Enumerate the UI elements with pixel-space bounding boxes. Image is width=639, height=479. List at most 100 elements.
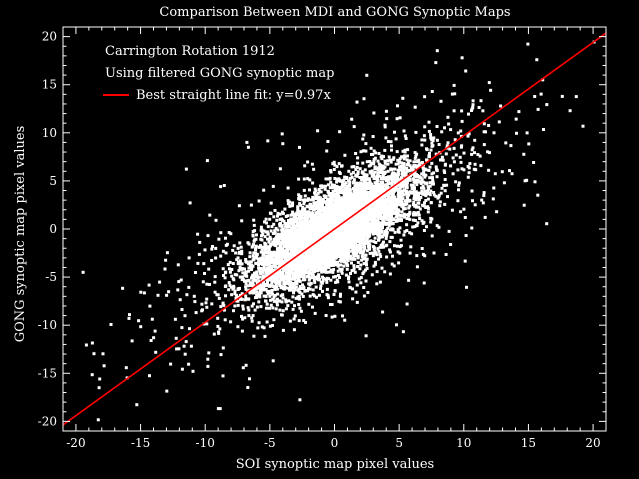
data-point bbox=[288, 288, 291, 292]
data-point bbox=[228, 260, 232, 264]
data-point bbox=[361, 176, 364, 179]
data-point bbox=[425, 158, 428, 162]
data-point bbox=[362, 294, 366, 298]
data-point bbox=[450, 92, 454, 96]
data-point bbox=[388, 240, 392, 244]
data-point bbox=[323, 196, 327, 199]
data-point bbox=[408, 217, 412, 221]
data-point bbox=[334, 275, 337, 279]
data-point bbox=[216, 407, 220, 411]
data-point bbox=[457, 181, 461, 185]
data-point bbox=[282, 241, 286, 245]
data-point bbox=[360, 188, 364, 192]
data-point bbox=[386, 159, 390, 163]
data-point bbox=[292, 286, 295, 290]
data-point bbox=[427, 169, 431, 172]
data-point bbox=[345, 196, 349, 200]
data-point bbox=[248, 281, 252, 285]
data-point bbox=[280, 217, 284, 221]
data-point bbox=[273, 268, 277, 272]
data-point bbox=[333, 184, 336, 188]
data-point bbox=[278, 224, 282, 228]
data-point bbox=[398, 160, 401, 164]
data-point bbox=[313, 187, 317, 191]
data-point bbox=[351, 287, 354, 291]
data-point bbox=[312, 167, 316, 171]
data-point bbox=[510, 172, 514, 176]
data-point bbox=[460, 167, 464, 171]
data-point bbox=[406, 161, 410, 165]
data-point bbox=[347, 275, 351, 279]
data-point bbox=[216, 316, 220, 320]
data-point bbox=[320, 186, 324, 190]
data-point bbox=[401, 149, 405, 153]
data-point bbox=[447, 122, 451, 126]
data-point bbox=[283, 207, 287, 211]
data-point bbox=[340, 184, 344, 188]
data-point bbox=[354, 242, 358, 246]
data-point bbox=[326, 222, 330, 226]
data-point bbox=[275, 218, 279, 222]
data-point bbox=[301, 245, 305, 249]
data-point bbox=[332, 198, 336, 202]
data-point bbox=[482, 143, 486, 147]
data-point bbox=[262, 265, 266, 269]
data-point bbox=[255, 305, 259, 309]
data-point bbox=[243, 279, 246, 283]
data-point bbox=[399, 200, 403, 204]
data-point bbox=[281, 142, 285, 146]
data-point bbox=[362, 133, 366, 137]
data-point bbox=[420, 172, 424, 176]
data-point bbox=[462, 168, 466, 172]
data-point bbox=[250, 245, 254, 249]
data-point bbox=[298, 285, 302, 288]
data-point bbox=[405, 217, 409, 220]
data-point bbox=[231, 248, 235, 252]
data-point bbox=[356, 156, 360, 160]
data-point bbox=[292, 283, 296, 287]
data-point bbox=[282, 255, 286, 259]
data-point bbox=[387, 155, 391, 159]
data-point bbox=[250, 288, 254, 292]
data-point bbox=[444, 162, 447, 166]
data-point bbox=[451, 156, 455, 160]
data-point bbox=[432, 251, 436, 255]
data-point bbox=[322, 211, 326, 215]
data-point bbox=[322, 194, 326, 198]
data-point bbox=[323, 208, 327, 212]
data-point bbox=[311, 196, 315, 200]
data-point bbox=[423, 138, 427, 142]
data-point bbox=[399, 213, 403, 217]
data-point bbox=[527, 142, 531, 146]
data-point bbox=[389, 218, 393, 222]
data-point bbox=[184, 167, 188, 171]
data-point bbox=[205, 322, 209, 326]
data-point bbox=[445, 144, 449, 148]
data-point bbox=[336, 269, 340, 273]
data-point bbox=[406, 197, 410, 200]
data-point bbox=[390, 262, 394, 266]
data-point bbox=[379, 189, 383, 193]
data-point bbox=[266, 237, 269, 241]
data-point bbox=[508, 169, 511, 173]
data-point bbox=[308, 205, 311, 208]
data-point bbox=[307, 274, 311, 278]
data-point bbox=[306, 212, 310, 216]
data-point bbox=[349, 236, 353, 240]
data-point bbox=[317, 188, 321, 191]
data-point bbox=[421, 221, 425, 225]
data-point bbox=[206, 357, 210, 361]
data-point bbox=[259, 225, 263, 229]
data-point bbox=[415, 224, 419, 228]
data-point bbox=[336, 273, 340, 277]
data-point bbox=[270, 265, 274, 269]
data-point bbox=[259, 228, 263, 232]
data-point bbox=[360, 254, 364, 258]
data-point bbox=[210, 302, 214, 306]
data-point bbox=[247, 269, 251, 273]
data-point bbox=[244, 294, 248, 298]
data-point bbox=[365, 249, 369, 253]
data-point bbox=[426, 205, 430, 209]
data-point bbox=[358, 176, 362, 179]
data-point bbox=[427, 120, 431, 124]
